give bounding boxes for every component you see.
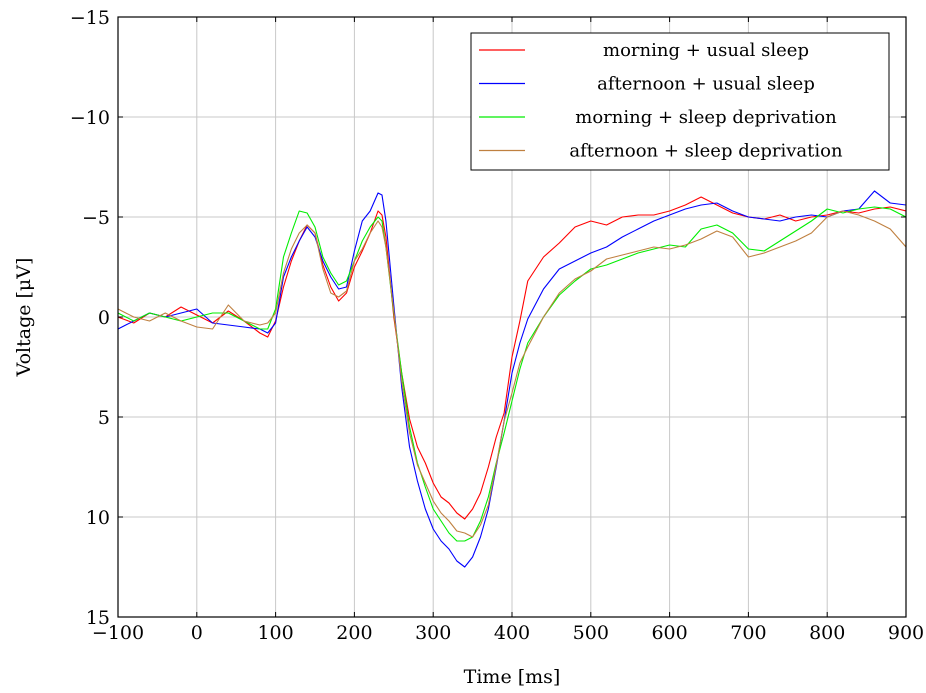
legend-box	[470, 32, 890, 171]
x-tick-label: 700	[730, 622, 766, 644]
x-tick-labels: −100 0 100 200 300 400 500 600 700 800 900	[92, 622, 924, 644]
y-tick-labels: −15 −10 −5 0 5 10 15	[70, 7, 110, 629]
x-axis-label: Time [ms]	[464, 666, 561, 688]
legend-entry-3: morning + sleep deprivation	[575, 107, 837, 128]
y-tick-label: −10	[70, 107, 110, 129]
x-tick-label: −100	[92, 622, 144, 644]
y-tick-label: −15	[70, 7, 110, 29]
series-line-2	[118, 190, 906, 568]
series-line-3	[118, 206, 906, 542]
y-tick-label: 0	[98, 307, 110, 329]
legend-entry-2: afternoon + usual sleep	[597, 74, 815, 95]
series-layer	[118, 190, 906, 568]
legend: morning + usual sleep afternoon + usual s…	[470, 32, 890, 171]
x-tick-label: 500	[573, 622, 609, 644]
y-axis-label: Voltage [μV]	[13, 258, 35, 378]
x-tick-label: 900	[888, 622, 924, 644]
x-tick-label: 600	[651, 622, 687, 644]
series-line-4	[118, 210, 906, 538]
x-tick-label: 200	[336, 622, 372, 644]
x-tick-label: 800	[809, 622, 845, 644]
y-tick-label: 5	[98, 407, 110, 429]
legend-entry-4: afternoon + sleep deprivation	[569, 141, 843, 162]
y-tick-label: 10	[86, 507, 110, 529]
x-tick-label: 300	[415, 622, 451, 644]
y-tick-label: 15	[86, 607, 110, 629]
axis-ticks	[117, 16, 907, 618]
y-tick-label: −5	[82, 207, 110, 229]
x-tick-label: 100	[257, 622, 293, 644]
legend-entry-1: morning + usual sleep	[603, 40, 809, 61]
x-tick-label: 0	[191, 622, 203, 644]
x-tick-label: 400	[494, 622, 530, 644]
